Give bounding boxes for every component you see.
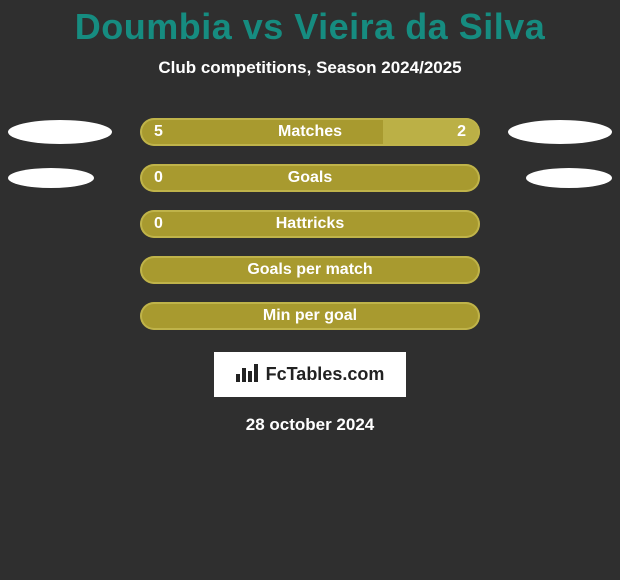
stat-row: Min per goal xyxy=(0,302,620,330)
stat-rows: 52Matches 0Goals 0Hattricks Goals per match… xyxy=(0,118,620,330)
date-text: 28 october 2024 xyxy=(246,415,375,435)
bar-label: Goals per match xyxy=(140,256,480,284)
logo-box: FcTables.com xyxy=(214,352,407,397)
bar-label: Hattricks xyxy=(140,210,480,238)
stat-bar: Goals per match xyxy=(140,256,480,284)
left-ellipse-icon xyxy=(8,168,94,188)
bar-label: Matches xyxy=(140,118,480,146)
page-title: Doumbia vs Vieira da Silva xyxy=(75,6,546,48)
content-wrapper: Doumbia vs Vieira da Silva Club competit… xyxy=(0,0,620,580)
stat-row: 0Hattricks xyxy=(0,210,620,238)
page-subtitle: Club competitions, Season 2024/2025 xyxy=(158,58,461,78)
logo-text: FcTables.com xyxy=(266,364,385,385)
bar-label: Min per goal xyxy=(140,302,480,330)
stat-bar: Min per goal xyxy=(140,302,480,330)
bar-label: Goals xyxy=(140,164,480,192)
left-ellipse-icon xyxy=(8,120,112,144)
chart-bars-icon xyxy=(236,362,258,387)
stat-row: 0Goals xyxy=(0,164,620,192)
stat-row: Goals per match xyxy=(0,256,620,284)
stat-bar: 0Hattricks xyxy=(140,210,480,238)
right-ellipse-icon xyxy=(508,120,612,144)
stat-bar: 52Matches xyxy=(140,118,480,146)
right-ellipse-icon xyxy=(526,168,612,188)
stat-row: 52Matches xyxy=(0,118,620,146)
stat-bar: 0Goals xyxy=(140,164,480,192)
